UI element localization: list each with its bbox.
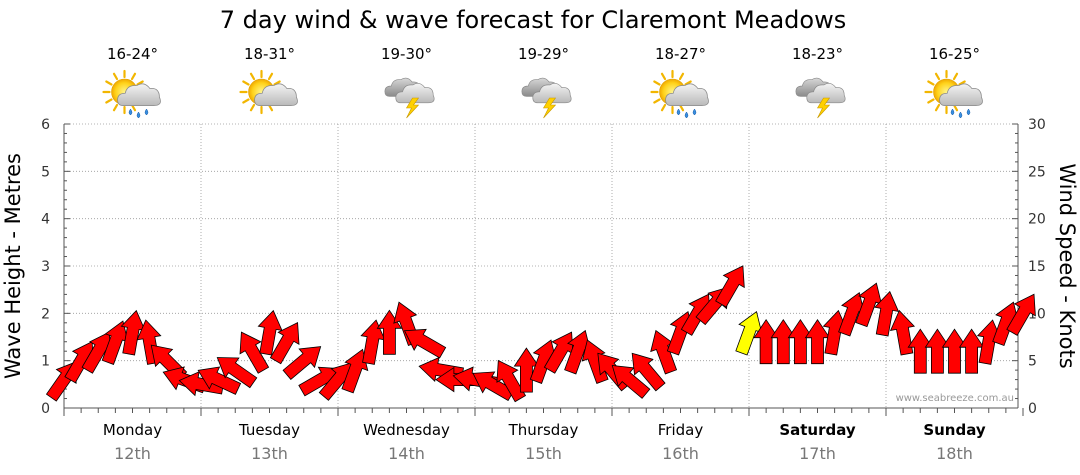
wind-arrow xyxy=(1006,293,1036,336)
wind-arrow xyxy=(770,318,797,365)
day-name-label: Sunday xyxy=(923,421,986,439)
wind-arrow xyxy=(941,328,968,374)
wind-arrow xyxy=(257,309,283,356)
wind-arrow xyxy=(216,357,258,389)
day-date-label: 12th xyxy=(114,444,151,463)
chart-title: 7 day wind & wave forecast for Claremont… xyxy=(220,6,846,34)
day-name-label: Thursday xyxy=(508,421,579,439)
wind-arrow xyxy=(907,328,934,374)
wind-arrow xyxy=(611,364,651,399)
day-temperature: 18-23° xyxy=(792,45,843,63)
wind-arrow xyxy=(958,328,985,374)
wind-arrow xyxy=(269,322,300,365)
wind-arrow xyxy=(787,318,814,365)
wind-arrow xyxy=(513,347,540,393)
wind-arrow xyxy=(735,310,763,356)
day-date-label: 15th xyxy=(525,444,562,463)
right-tick-label: 5 xyxy=(1028,354,1037,370)
wind-arrow xyxy=(120,309,146,356)
right-tick-label: 20 xyxy=(1028,212,1046,228)
storm-cloud-icon xyxy=(795,77,846,119)
wind-arrow xyxy=(992,301,1020,347)
left-tick-label: 0 xyxy=(41,401,50,417)
left-tick-label: 5 xyxy=(41,164,50,180)
wind-arrow xyxy=(650,329,678,375)
sun-cloud-rain-icon xyxy=(650,69,709,119)
x-axis-day-labels: Monday 12th Tuesday 13th Wednesday 14th Thursd… xyxy=(103,421,986,463)
right-tick-label: 0 xyxy=(1028,401,1037,417)
wind-arrow xyxy=(838,291,866,337)
wind-arrow xyxy=(197,366,242,395)
credit-text: www.seabreeze.com.au xyxy=(896,393,1014,404)
left-tick-label: 4 xyxy=(41,212,50,228)
day-name-label: Tuesday xyxy=(238,421,300,439)
daily-forecast-header: 16-24° 18-31° 19-30° 19-29° 18-27° 18-23° 16-2… xyxy=(102,45,983,119)
day-temperature: 18-27° xyxy=(655,45,706,63)
wind-arrows-series xyxy=(45,265,1036,403)
day-date-label: 17th xyxy=(799,444,836,463)
wind-arrow xyxy=(753,318,779,365)
left-tick-label: 2 xyxy=(41,306,50,322)
right-tick-label: 25 xyxy=(1028,164,1046,180)
day-date-label: 13th xyxy=(251,444,288,463)
wind-arrow xyxy=(855,282,883,328)
day-name-label: Saturday xyxy=(779,421,856,439)
wind-arrow xyxy=(282,346,322,381)
day-temperature: 16-24° xyxy=(107,45,158,63)
day-date-label: 14th xyxy=(388,444,425,463)
day-name-label: Monday xyxy=(103,421,162,439)
wind-arrow xyxy=(631,352,666,392)
day-name-label: Friday xyxy=(658,421,704,439)
day-date-label: 18th xyxy=(936,444,973,463)
day-temperature: 18-31° xyxy=(244,45,295,63)
sun-cloud-rain-icon xyxy=(924,69,983,119)
wind-arrow xyxy=(874,290,900,337)
wind-arrow xyxy=(403,328,447,359)
sun-cloud-rain-icon xyxy=(102,69,161,119)
axes xyxy=(63,123,1024,416)
day-temperature: 19-30° xyxy=(381,45,432,63)
right-tick-label: 15 xyxy=(1028,259,1046,275)
day-temperature: 19-29° xyxy=(518,45,569,63)
wind-arrow xyxy=(529,339,557,384)
wind-arrow xyxy=(889,309,916,356)
sun-cloud-icon xyxy=(239,69,298,115)
left-axis-title: Wave Height - Metres xyxy=(1,153,25,379)
day-temperature: 16-25° xyxy=(929,45,980,63)
day-name-label: Wednesday xyxy=(363,421,450,439)
left-tick-label: 6 xyxy=(41,117,50,133)
wind-arrow xyxy=(360,319,386,365)
storm-cloud-icon xyxy=(384,77,435,119)
right-tick-label: 30 xyxy=(1028,117,1046,133)
day-date-label: 16th xyxy=(662,444,699,463)
wind-arrow xyxy=(101,320,129,365)
left-axis-ticks: 0 1 2 3 4 5 6 xyxy=(41,117,50,417)
right-axis-title: Wind Speed - Knots xyxy=(1055,163,1079,368)
wind-arrow xyxy=(239,331,270,374)
left-tick-label: 1 xyxy=(41,354,50,370)
storm-cloud-icon xyxy=(521,77,572,119)
left-tick-label: 3 xyxy=(41,259,50,275)
wind-arrow xyxy=(924,328,951,374)
wind-arrow xyxy=(715,265,745,308)
wind-arrow xyxy=(804,318,831,365)
